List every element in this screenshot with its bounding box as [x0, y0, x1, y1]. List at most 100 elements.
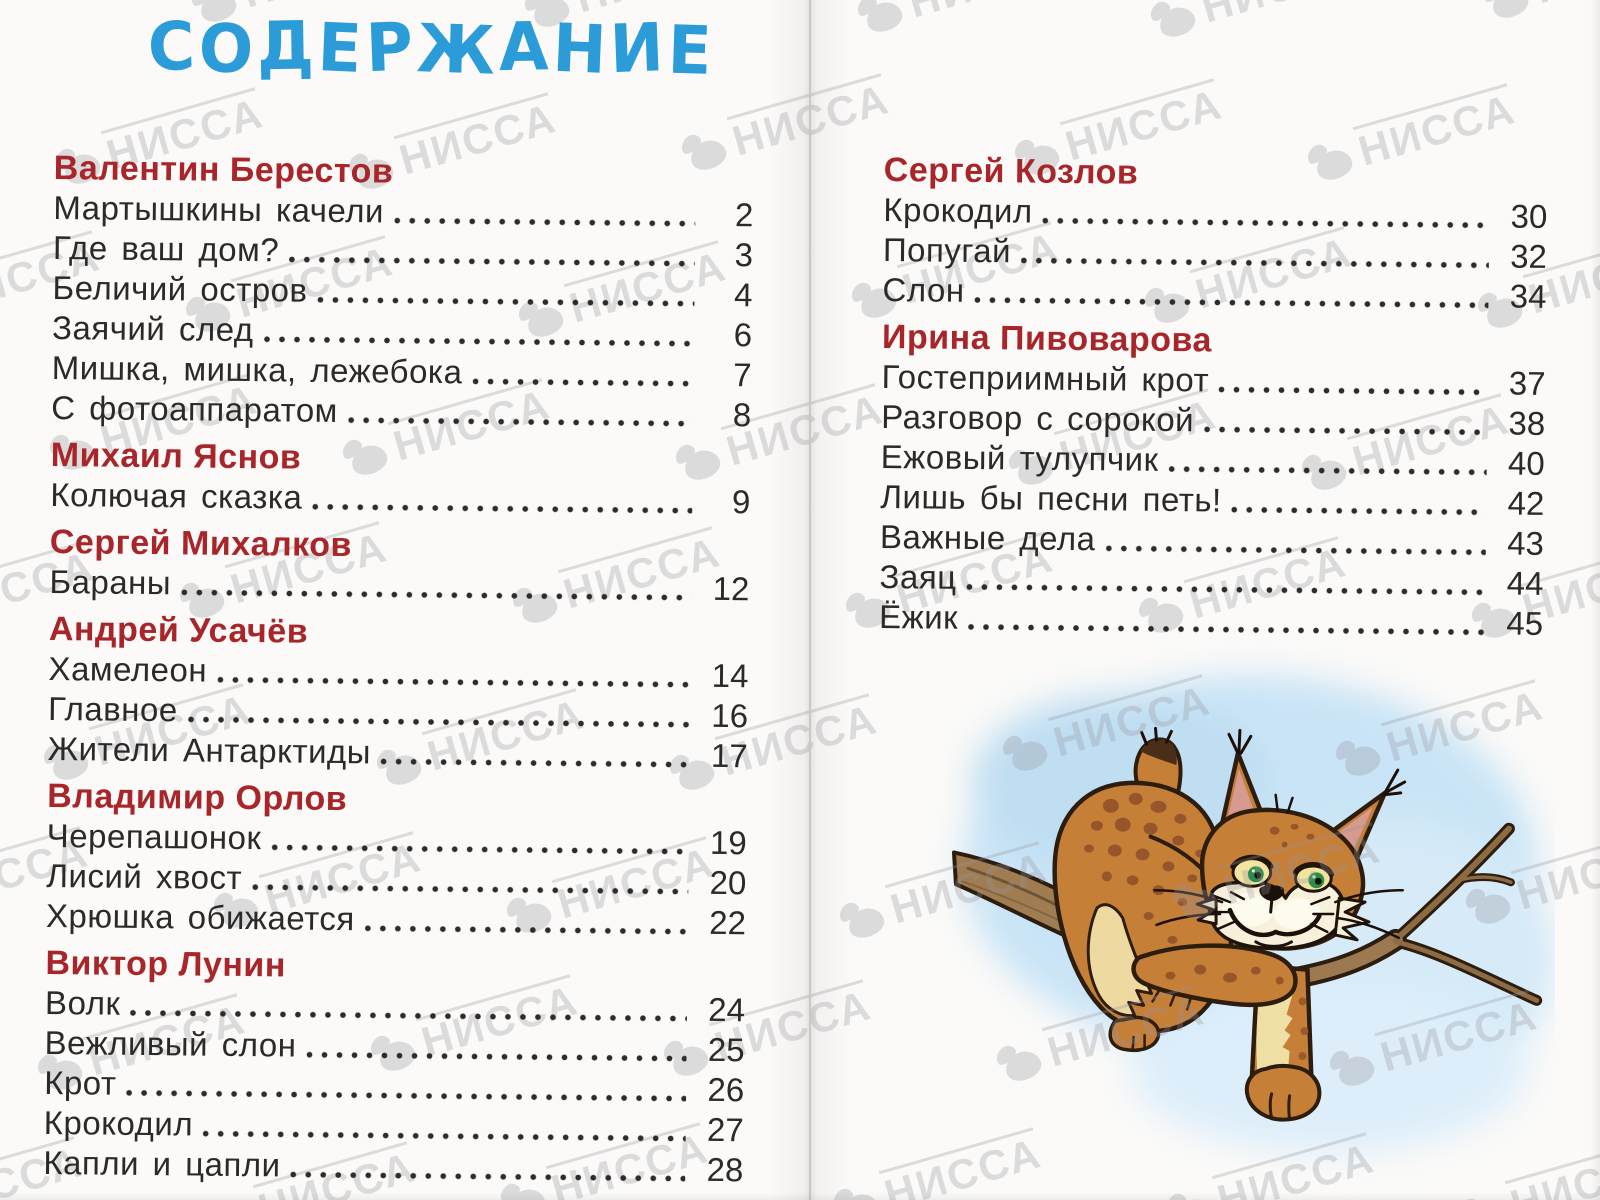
toc-entry-page: 45: [1506, 604, 1544, 642]
toc-entry-page: 27: [706, 1110, 744, 1149]
toc-entry-title: Беличий остров: [52, 268, 308, 309]
toc-entry: Капли и цапли 28: [43, 1143, 744, 1190]
toc-entry-title: Жители Антарктиды: [47, 729, 372, 771]
toc-section: Виктор Лунин Волк 24 Вежливый слон 25 Кр…: [43, 943, 745, 1190]
toc-entry-page: 4: [733, 276, 753, 314]
toc-entry-page: 19: [709, 823, 747, 862]
toc-entry-page: 30: [1510, 197, 1548, 235]
section-entries: Колючая сказка 9: [50, 475, 751, 522]
title-letter: Н: [551, 10, 612, 90]
toc-entry-title: Где ваш дом?: [52, 228, 280, 269]
toc-dot-leader: [1218, 360, 1488, 404]
toc-dot-leader: [1105, 519, 1487, 564]
toc-entry: Лишь бы песни петь! 42: [880, 477, 1545, 524]
toc-entry: Бараны 12: [49, 562, 750, 609]
toc-dot-leader: [251, 858, 689, 903]
toc-entry-page: 24: [708, 990, 746, 1029]
watermark-logo-icon: [1485, 0, 1534, 24]
toc-entry-page: 37: [1508, 364, 1546, 402]
watermark-logo-icon: [835, 1182, 884, 1200]
toc-entry-page: 38: [1508, 404, 1546, 442]
toc-entry-page: 22: [709, 903, 747, 942]
toc-entry: Колючая сказка 9: [50, 475, 751, 522]
toc-entry-title: Крокодил: [43, 1103, 194, 1143]
toc-entry-title: Мишка, мишка, лежебока: [51, 348, 463, 391]
toc-dot-leader: [180, 563, 692, 609]
toc-dot-leader: [202, 1104, 686, 1150]
section-entries: Крокодил 30 Попугай 32 Слон 34: [882, 190, 1548, 317]
watermark-logo-icon: [209, 1196, 258, 1200]
toc-section: Ирина Пивоварова Гостеприимный крот 37 Р…: [879, 317, 1546, 644]
toc-entry-page: 34: [1509, 277, 1547, 315]
author-heading: Ирина Пивоварова: [881, 317, 1213, 360]
toc-entry: С фотоаппаратом 8: [51, 388, 751, 435]
toc-dot-leader: [187, 690, 691, 736]
toc-dot-leader: [263, 310, 695, 355]
title-letter: О: [197, 10, 259, 90]
lynx-drawing: [951, 674, 1555, 1154]
toc-dot-leader: [1231, 480, 1487, 524]
toc-entry-title: Мартышкины качели: [53, 188, 385, 230]
toc-entry-title: Бараны: [49, 562, 172, 602]
toc-entry-title: Ёжик: [878, 597, 959, 636]
section-entries: Волк 24 Вежливый слон 25 Крот 26 Крокоди…: [43, 983, 745, 1190]
toc-section: Владимир Орлов Черепашонок 19 Лисий хвос…: [46, 776, 748, 943]
toc-left-column: Валентин Берестов Мартышкины качели 2 Гд…: [43, 148, 754, 1190]
toc-entry-page: 8: [732, 396, 752, 434]
watermark-text: НИССА: [902, 0, 1070, 27]
eyes: [1230, 854, 1334, 893]
toc-dot-leader: [974, 270, 1489, 317]
toc-dot-leader: [380, 732, 690, 776]
toc-entry-page: 20: [709, 863, 747, 902]
lynx-head: [1153, 728, 1407, 951]
toc-entry-title: Крот: [44, 1063, 117, 1102]
toc-entry: Разговор с сорокой 38: [881, 397, 1545, 444]
front-paw: [1244, 1063, 1322, 1122]
watermark: НИССА: [0, 0, 71, 23]
section-entries: Хамелеон 14 Главное 16 Жители Антарктиды…: [47, 649, 749, 776]
toc-dot-leader: [271, 818, 689, 863]
toc-entry-title: Колючая сказка: [50, 475, 303, 516]
toc-entry-title: Заяц: [879, 557, 957, 596]
section-entries: Бараны 12: [49, 562, 750, 609]
toc-entry-page: 28: [706, 1150, 744, 1189]
toc-dot-leader: [966, 557, 1486, 604]
toc-dot-leader: [1203, 400, 1488, 444]
toc-entry-title: Волк: [44, 983, 121, 1022]
watermark-text: НИССА: [1528, 0, 1600, 13]
toc-entry-page: 43: [1507, 524, 1545, 562]
toc-entry-page: 32: [1510, 237, 1548, 275]
toc-entry-title: Заячий след: [51, 308, 254, 349]
toc-entry-title: Разговор с сорокой: [881, 397, 1195, 439]
toc-entry: Попугай 32: [883, 230, 1547, 277]
toc-entry-title: Крокодил: [883, 190, 1033, 230]
toc-entry-page: 12: [712, 569, 750, 608]
toc-right-column: Сергей Козлов Крокодил 30 Попугай 32 Сло…: [879, 150, 1548, 644]
toc-entry-title: Лишь бы песни петь!: [880, 477, 1222, 519]
toc-entry-page: 17: [710, 736, 748, 775]
toc-dot-leader: [126, 1063, 687, 1110]
toc-entry-page: 9: [731, 483, 751, 521]
toc-dot-leader: [130, 983, 688, 1030]
toc-section: Сергей Козлов Крокодил 30 Попугай 32 Сло…: [882, 150, 1548, 317]
toc-dot-leader: [364, 899, 689, 943]
lynx-arm-over-branch: [1131, 943, 1298, 1011]
toc-section: Валентин Берестов Мартышкины качели 2 Гд…: [51, 148, 754, 435]
toc-dot-leader: [1042, 191, 1490, 237]
watermark: НИССА: [1483, 0, 1600, 24]
toc-entry-page: 6: [733, 316, 753, 354]
toc-entry: Важные дела 43: [880, 517, 1544, 564]
title-letter: И: [608, 9, 670, 89]
toc-entry: Заяц 44: [879, 557, 1544, 604]
watermark: НИССА: [1150, 0, 1363, 43]
toc-entry-title: Ежовый тулупчик: [880, 437, 1159, 478]
toc-entry-title: Хамелеон: [48, 649, 208, 689]
toc-entry-page: 3: [734, 236, 754, 274]
nose: [1259, 885, 1285, 902]
toc-entry-page: 42: [1507, 484, 1545, 522]
toc-dot-leader: [317, 270, 695, 315]
toc-entry: Крокодил 30: [883, 190, 1548, 237]
page-edge-right: [1590, 0, 1600, 1200]
lynx-illustration: [900, 642, 1555, 1198]
author-heading: Сергей Козлов: [883, 150, 1139, 192]
